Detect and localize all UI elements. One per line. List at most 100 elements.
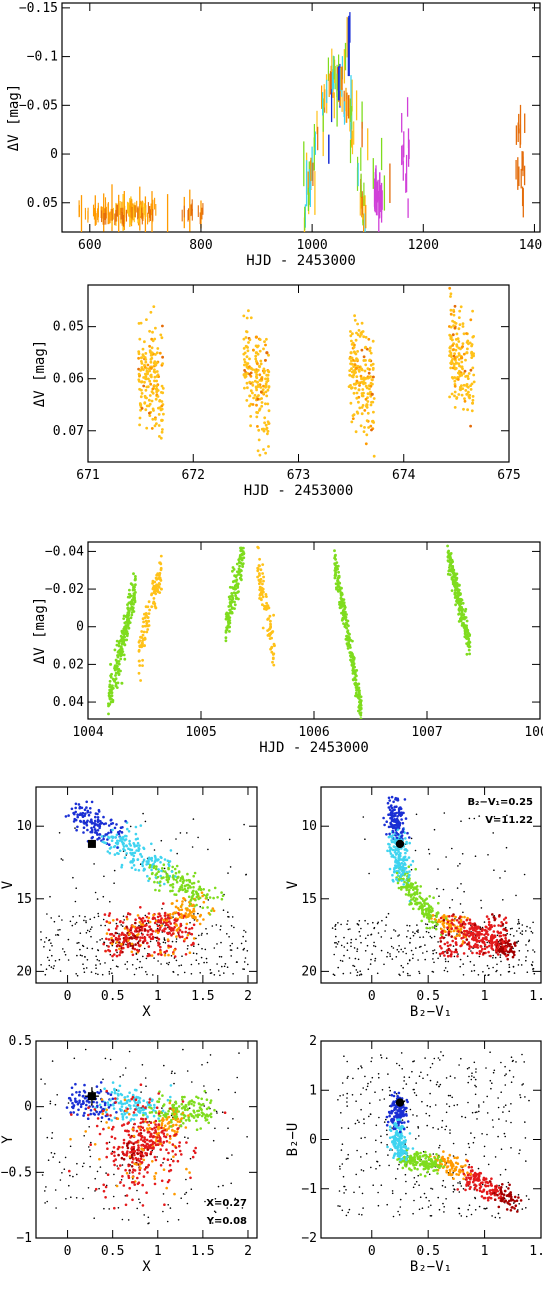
- data-point: [256, 425, 259, 428]
- data-point: [142, 355, 146, 358]
- x-tick-label: 600: [78, 238, 101, 253]
- data-point: [115, 1089, 118, 1091]
- data-point: [260, 401, 264, 404]
- data-point: [460, 616, 464, 620]
- data-point: [140, 855, 144, 858]
- data-point: [244, 336, 248, 339]
- data-point: [383, 823, 386, 827]
- data-point: [529, 927, 531, 929]
- data-point: [131, 851, 135, 855]
- data-point: [152, 862, 155, 866]
- data-point: [98, 1187, 100, 1190]
- data-point: [408, 836, 411, 839]
- data-point: [455, 344, 459, 348]
- data-point: [433, 927, 436, 929]
- data-point: [431, 907, 434, 910]
- data-point: [76, 1162, 78, 1165]
- data-point: [359, 717, 363, 719]
- data-point: [98, 837, 101, 840]
- data-point: [262, 579, 265, 583]
- y-tick-label: 0.05: [27, 196, 58, 211]
- data-point: [348, 373, 352, 377]
- data-point: [104, 1057, 107, 1060]
- data-point: [128, 593, 132, 596]
- data-point: [102, 815, 105, 819]
- data-point: [356, 322, 359, 326]
- data-point: [343, 936, 345, 939]
- data-point: [351, 332, 354, 336]
- data-point: [400, 830, 404, 833]
- data-point: [365, 433, 369, 437]
- data-point: [487, 917, 491, 921]
- data-point: [104, 962, 106, 964]
- data-point: [489, 937, 493, 940]
- data-point: [107, 702, 110, 706]
- data-point: [64, 954, 67, 956]
- data-point: [363, 426, 366, 429]
- data-point: [417, 929, 419, 931]
- data-point: [357, 368, 361, 372]
- data-point: [471, 395, 475, 398]
- data-point: [368, 387, 371, 391]
- y-tick-label: −0.1: [27, 50, 58, 65]
- data-point: [486, 964, 489, 967]
- data-point: [132, 597, 136, 600]
- data-point: [170, 934, 173, 937]
- data-point: [509, 947, 513, 950]
- data-point: [454, 926, 458, 930]
- data-point: [256, 368, 260, 372]
- data-point: [108, 679, 112, 683]
- data-point: [412, 934, 415, 937]
- data-point: [82, 831, 85, 834]
- data-point: [448, 563, 452, 567]
- data-point: [445, 949, 449, 952]
- data-point: [168, 925, 171, 929]
- data-point: [258, 338, 262, 341]
- data-point: [144, 408, 148, 412]
- data-point: [141, 921, 145, 924]
- data-point: [486, 941, 489, 944]
- data-point: [167, 953, 170, 957]
- data-point: [91, 835, 94, 839]
- data-point: [394, 827, 398, 831]
- data-point: [338, 586, 342, 590]
- data-point: [517, 940, 520, 942]
- data-point: [358, 384, 361, 387]
- data-point: [224, 963, 227, 965]
- data-point: [504, 939, 508, 942]
- data-point: [362, 816, 365, 818]
- data-point: [152, 974, 154, 976]
- data-point: [409, 901, 413, 904]
- data-point: [40, 938, 42, 941]
- data-point: [532, 949, 534, 951]
- data-point: [149, 928, 152, 931]
- data-point: [355, 938, 357, 941]
- data-point: [142, 384, 146, 388]
- data-point: [180, 884, 184, 887]
- data-point: [78, 915, 81, 917]
- data-point: [129, 600, 133, 604]
- data-point: [46, 913, 48, 915]
- data-point: [141, 916, 145, 920]
- data-point: [426, 923, 429, 926]
- data-point: [449, 325, 453, 329]
- data-point: [350, 938, 353, 941]
- data-point: [362, 335, 366, 339]
- data-point: [173, 948, 176, 952]
- data-point: [85, 932, 88, 934]
- data-point: [147, 879, 150, 883]
- data-point: [490, 933, 494, 937]
- data-point: [84, 955, 86, 958]
- data-point: [155, 578, 159, 581]
- data-point: [368, 349, 372, 353]
- data-point: [145, 1085, 147, 1087]
- data-point: [517, 964, 520, 966]
- data-point: [384, 930, 386, 932]
- data-point: [123, 927, 127, 930]
- data-point: [156, 920, 160, 924]
- data-point: [181, 930, 184, 934]
- data-point: [125, 852, 128, 855]
- data-point: [457, 340, 461, 343]
- data-point: [433, 828, 436, 831]
- annotation-magnitude: V=11.22: [485, 815, 533, 826]
